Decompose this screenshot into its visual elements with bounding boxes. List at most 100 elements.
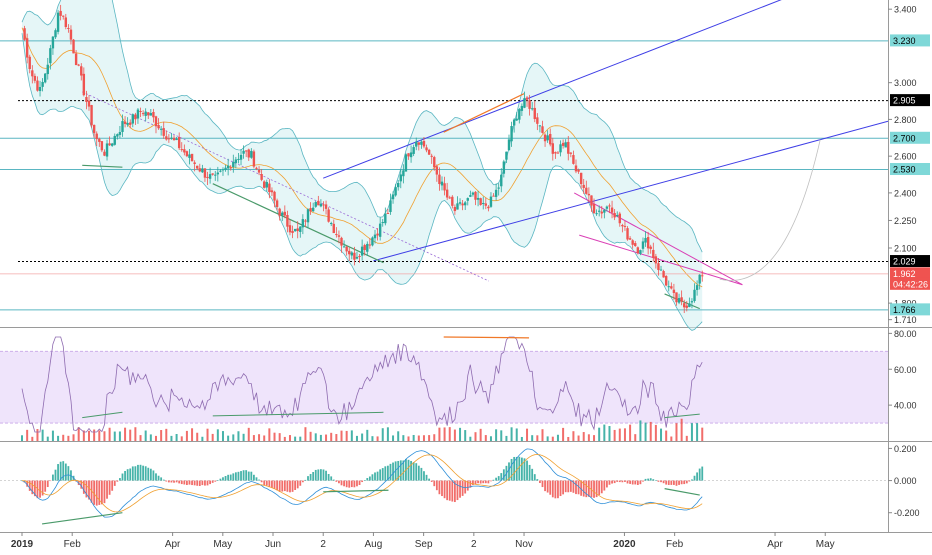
divergence-line (212, 183, 384, 264)
volume-bar (685, 435, 688, 441)
macd-histogram-bar (155, 473, 157, 481)
volume-bar (448, 427, 451, 441)
macd-histogram-bar (144, 466, 147, 481)
candle-body (688, 303, 691, 308)
macd-histogram-bar (386, 465, 389, 481)
candle-body (144, 111, 147, 116)
candle-body (621, 225, 624, 227)
volume-bar (608, 426, 611, 441)
macd-histogram-bar (234, 472, 237, 481)
macd-histogram-bar (667, 480, 670, 485)
macd-histogram-bar (250, 471, 253, 481)
candle-body (577, 169, 580, 172)
price-label-badge (890, 277, 930, 290)
volume-bar (258, 434, 261, 441)
macd-histogram-bar (407, 459, 410, 481)
macd-histogram-bar (510, 458, 513, 481)
candle-body (569, 152, 573, 154)
macd-histogram-bar (139, 464, 142, 481)
volume-bar (180, 436, 183, 441)
candle-body (626, 228, 629, 240)
macd-histogram-bar (332, 479, 335, 481)
volume-bar (505, 435, 508, 441)
macd-histogram-bar (613, 480, 616, 484)
candle-body (649, 246, 652, 249)
candle-body (219, 170, 222, 172)
macd-histogram-bar (472, 480, 474, 486)
candle-body (74, 53, 78, 66)
macd-tick-label: -0.200 (894, 508, 920, 518)
candle-body (603, 209, 606, 213)
volume-bar (459, 427, 462, 441)
macd-histogram-bar (361, 480, 364, 483)
macd-histogram-bar (474, 480, 477, 485)
macd-histogram-bar (338, 480, 340, 484)
candle-body (154, 116, 158, 127)
macd-histogram-bar (559, 480, 562, 497)
signal-line (21, 454, 703, 513)
macd-tick-label: 0.000 (894, 476, 917, 486)
candle-body (327, 209, 330, 222)
candle-body (391, 194, 395, 200)
volume-bar (675, 423, 678, 441)
macd-histogram-bar (363, 480, 366, 481)
candle-body (136, 109, 140, 119)
divergence-line (443, 336, 530, 339)
candle-body (559, 144, 562, 153)
volume-bar (618, 428, 621, 441)
candle-body (260, 174, 263, 180)
candle-body (121, 121, 124, 132)
macd-histogram-bar (466, 480, 469, 491)
candle-body (293, 228, 297, 232)
macd-histogram-bar (242, 470, 245, 481)
macd-histogram-bar (582, 480, 585, 497)
candle-body (541, 126, 544, 133)
candle-body (257, 169, 261, 173)
time-tick-label: Aug (365, 539, 383, 550)
macd-histogram-bar (484, 480, 487, 484)
candle-body (322, 204, 325, 206)
macd-histogram-bar (580, 480, 583, 496)
time-axis: 2019 Feb Apr May Jun 2 Aug Sep 2 Nov 2020 Feb Apr May (11, 532, 835, 550)
volume-bar (392, 435, 395, 441)
macd-histogram-bar (39, 480, 41, 498)
candle-body (373, 234, 377, 239)
macd-histogram-bar (533, 474, 536, 481)
time-tick-label: 2019 (11, 539, 34, 550)
macd-histogram-bar (108, 480, 111, 495)
volume-bar (211, 433, 214, 441)
candle-body (335, 234, 338, 236)
volume-bar (495, 429, 498, 441)
macd-histogram-bar (595, 480, 598, 498)
candle-body (198, 168, 201, 172)
candle-body (407, 153, 410, 157)
volume-bar (299, 436, 302, 441)
candle-body (38, 86, 42, 92)
macd-histogram-bar (546, 480, 549, 493)
volume-bar (268, 428, 271, 441)
bollinger-upper (21, 0, 703, 253)
candle-body (105, 143, 109, 157)
macd-histogram-bar (590, 480, 593, 498)
volume-bar (443, 427, 446, 441)
projection-curve (719, 139, 821, 281)
candle-body (131, 114, 134, 124)
divergence-line (323, 489, 389, 493)
candle-body (363, 245, 366, 250)
volume-bar (242, 433, 245, 441)
moving-average (21, 27, 703, 288)
macd-histogram-bar (410, 460, 412, 481)
price-label-text: 2.530 (893, 165, 916, 175)
candle-body (597, 210, 601, 212)
macd-histogram-bar (327, 473, 330, 481)
macd-histogram-bar (531, 468, 534, 481)
macd-histogram-bar (608, 480, 611, 485)
macd-histogram-bar (541, 480, 544, 488)
candle-body (348, 250, 351, 255)
rsi-panel (0, 336, 888, 441)
volume-bar (62, 434, 65, 441)
volume-bar (103, 431, 106, 441)
macd-tick-label: 0.200 (894, 444, 917, 454)
candle-body (664, 276, 668, 286)
candle-body (631, 240, 634, 245)
